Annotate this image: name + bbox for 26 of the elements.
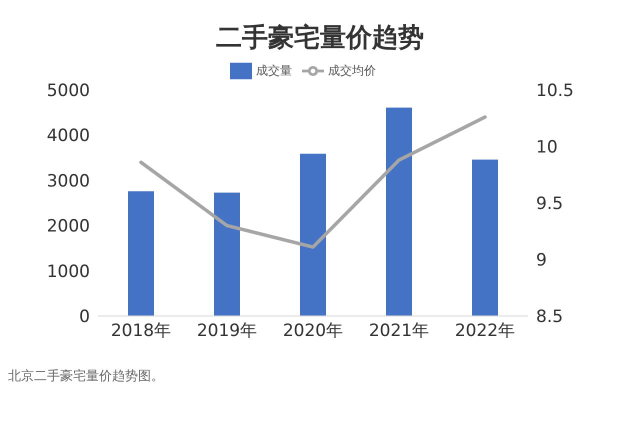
legend-label: 成交量: [256, 63, 292, 78]
legend-label: 成交均价: [328, 63, 376, 78]
bar: [300, 154, 326, 316]
y-tick-label: 5000: [46, 81, 90, 102]
text: 北京二手豪宅量价趋势图。: [8, 368, 165, 385]
bar: [472, 160, 498, 316]
y2-tick-label: 9.5: [536, 194, 564, 214]
x-tick-label: 2020年: [282, 321, 344, 342]
y-tick-label: 4000: [46, 126, 90, 146]
x-tick-label: 2018年: [110, 321, 172, 342]
x-tick-label: 2021年: [368, 321, 430, 342]
y2-tick-label: 8.5: [536, 307, 564, 328]
y-tick-label: 0: [79, 307, 90, 328]
bar: [128, 191, 154, 316]
y-tick-label: 3000: [46, 171, 90, 192]
bar: [386, 108, 412, 316]
line-series: [139, 115, 487, 249]
chart-title: 二手豪宅量价趋势: [215, 22, 425, 55]
x-tick-label: 2022年: [454, 321, 516, 342]
y-tick-label: 1000: [46, 262, 90, 282]
y2-tick-label: 9: [536, 250, 547, 271]
x-tick-label: 2019年: [196, 321, 258, 342]
y2-tick-label: 10: [536, 138, 558, 158]
bar: [214, 192, 240, 316]
y-tick-label: 2000: [46, 216, 90, 237]
y2-tick-label: 10.5: [536, 81, 574, 102]
